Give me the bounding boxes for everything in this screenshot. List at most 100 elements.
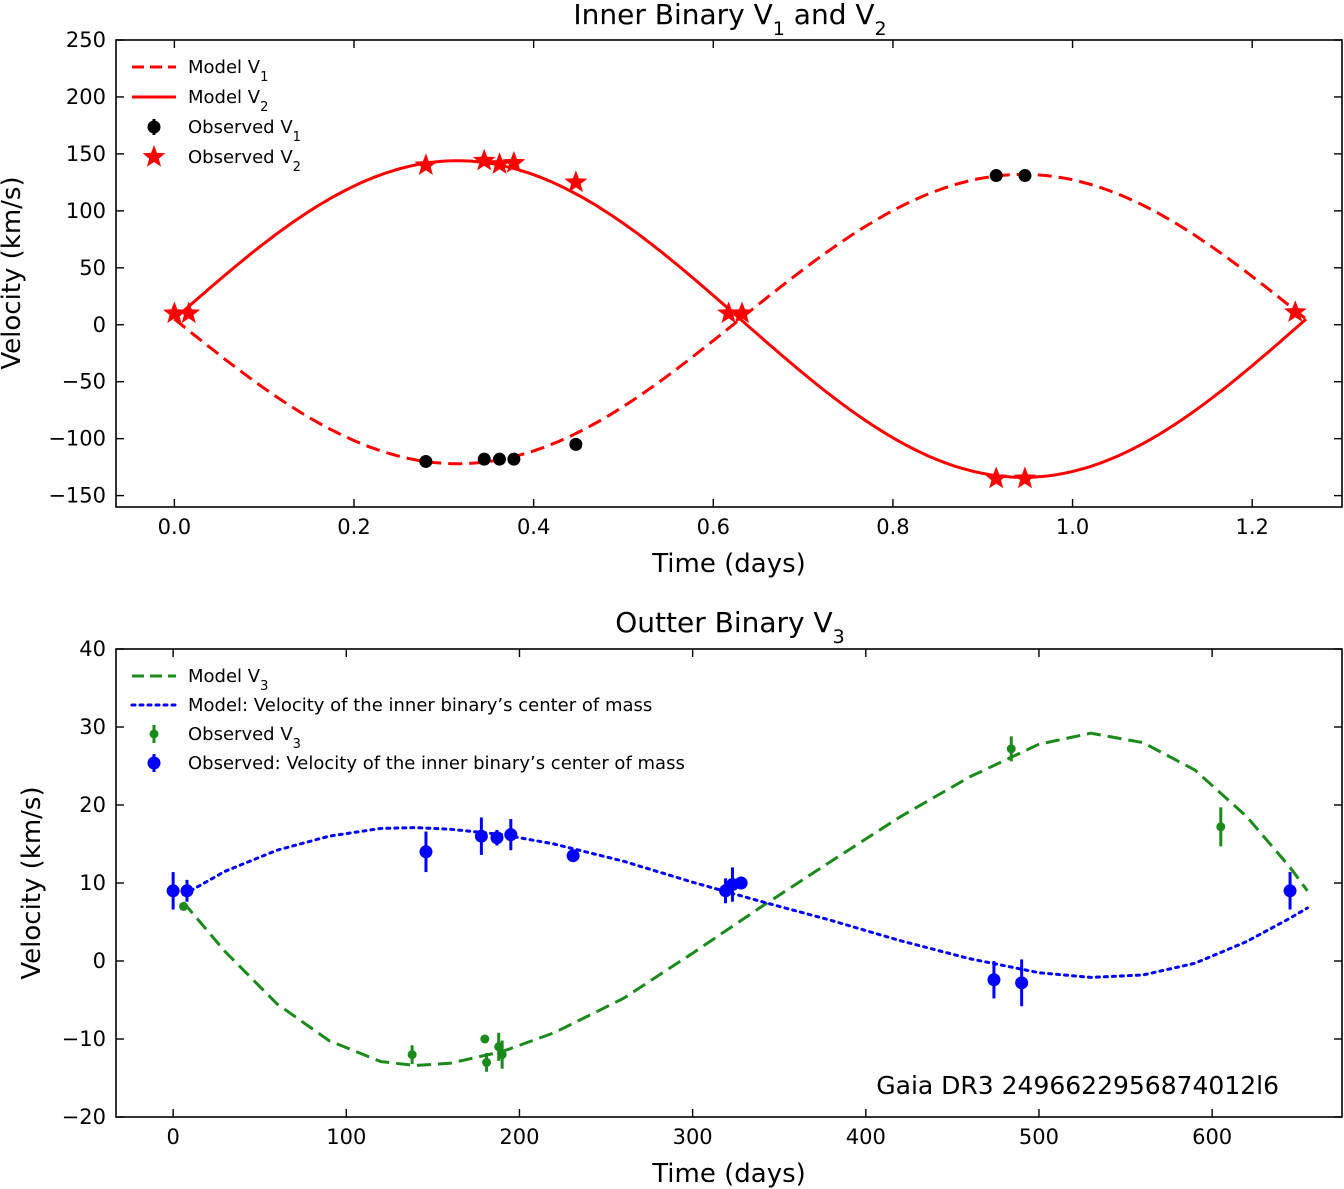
data-point: [1283, 884, 1297, 898]
legend-point-handle: [147, 756, 161, 770]
y-tick-label: 20: [79, 793, 106, 817]
legend-label: Observed V2: [188, 147, 301, 175]
y-tick-label: 250: [66, 28, 106, 52]
y-tick-label: 40: [79, 637, 106, 661]
panel1-ticks: 0.0 0.2 0.4 0.6 0.8 1.0 1.2 250 200 150 100 50 0 −50 −…: [48, 28, 1342, 539]
data-point: [490, 831, 504, 845]
data-point-star: [1013, 466, 1037, 489]
data-point: [419, 454, 433, 468]
data-point-star: [717, 301, 740, 324]
legend-label: Observed V1: [188, 117, 301, 145]
data-point-star: [984, 466, 1008, 489]
x-tick-label: 0: [166, 1125, 179, 1149]
panel1-title-main: Inner Binary V: [573, 0, 772, 31]
data-point-star: [564, 170, 588, 193]
legend-label: Model V3: [188, 666, 268, 694]
y-tick-label: −20: [62, 1105, 106, 1129]
x-tick-label: 0.0: [158, 515, 191, 539]
data-point-star: [1283, 300, 1307, 322]
data-point: [477, 452, 491, 466]
data-point: [1216, 822, 1226, 832]
y-tick-label: −10: [62, 1027, 106, 1051]
panel1-title: Inner Binary V1 and V2: [573, 0, 886, 40]
data-point: [1018, 169, 1032, 183]
data-point-star: [472, 148, 496, 171]
legend-label: Model V2: [188, 87, 268, 115]
y-tick-label: 50: [79, 256, 106, 280]
x-tick-label: 1.0: [1056, 515, 1089, 539]
x-tick-label: 0.4: [517, 515, 550, 539]
panel2-title: Outter Binary V3: [615, 606, 845, 648]
x-tick-label: 0.6: [697, 515, 730, 539]
data-point: [734, 876, 748, 890]
data-point-star: [730, 301, 754, 324]
y-tick-label: −150: [48, 484, 106, 508]
data-point: [1015, 976, 1029, 990]
data-point: [407, 1050, 417, 1060]
data-point: [507, 452, 521, 466]
data-point: [497, 1050, 507, 1060]
data-point-star: [177, 301, 201, 324]
x-tick-label: 600: [1192, 1125, 1232, 1149]
data-point: [987, 973, 1001, 987]
legend-label: Model V1: [188, 57, 268, 85]
data-point: [504, 828, 518, 842]
panel2-ylabel: Velocity (km/s): [17, 786, 47, 979]
panel2-title-sub1: 3: [833, 626, 845, 648]
legend-point-handle: [149, 729, 159, 739]
panel2-annotation: Gaia DR3 2496622956874012l6: [876, 1071, 1279, 1100]
legend-label: Observed: Velocity of the inner binary’s…: [188, 753, 685, 774]
panel2-plot-area: [166, 731, 1309, 1072]
x-tick-label: 300: [673, 1125, 713, 1149]
data-point: [1006, 744, 1016, 754]
data-point: [180, 884, 194, 898]
panel1-plot-area: [163, 148, 1308, 489]
panel-inner-binary: Inner Binary V1 and V2 0.0 0.2 0.4 0.6 0.8 1.…: [0, 0, 1343, 579]
panel1-ylabel: Velocity (km/s): [0, 176, 27, 369]
data-point: [474, 829, 488, 843]
data-point: [480, 1034, 490, 1044]
legend-point-handle: [147, 120, 161, 134]
x-tick-label: 200: [499, 1125, 539, 1149]
x-tick-label: 500: [1019, 1125, 1059, 1149]
panel1-title-mid: and V: [785, 0, 875, 31]
y-tick-label: 30: [79, 715, 106, 739]
panel1-frame: [115, 39, 1343, 508]
data-point: [179, 901, 189, 911]
y-tick-label: 150: [66, 142, 106, 166]
y-tick-label: 0: [93, 949, 106, 973]
y-tick-label: 10: [79, 871, 106, 895]
legend-star-handle: [142, 145, 166, 167]
data-point-star: [502, 151, 526, 173]
y-tick-label: 100: [66, 199, 106, 223]
x-tick-label: 400: [846, 1125, 886, 1149]
legend-label: Model: Velocity of the inner binary’s ce…: [188, 695, 652, 716]
panel2-title-main: Outter Binary V: [615, 606, 832, 639]
legend-label: Observed V3: [188, 724, 301, 752]
panel2-frame: [115, 648, 1343, 1118]
panel1-xlabel: Time (days): [651, 549, 806, 579]
series-line: [182, 731, 1309, 1067]
x-tick-label: 0.8: [876, 515, 909, 539]
y-tick-label: −100: [48, 427, 106, 451]
data-point: [569, 437, 583, 451]
x-tick-label: 0.2: [337, 515, 370, 539]
data-point: [482, 1057, 492, 1067]
y-tick-label: 0: [93, 313, 106, 337]
data-point: [566, 849, 580, 863]
data-point: [166, 884, 180, 898]
y-tick-label: 200: [66, 85, 106, 109]
x-tick-label: 1.2: [1235, 515, 1268, 539]
panel-outer-binary: Outter Binary V3 0 100 200 300 400 500 6004030…: [17, 606, 1343, 1189]
data-point-star: [414, 153, 438, 175]
panel1-title-sub2: 2: [875, 18, 887, 40]
panel2-xlabel: Time (days): [651, 1159, 806, 1189]
data-point-star: [488, 152, 511, 174]
panel1-title-sub1: 1: [773, 18, 785, 40]
data-point: [989, 169, 1003, 183]
data-point: [419, 845, 433, 859]
